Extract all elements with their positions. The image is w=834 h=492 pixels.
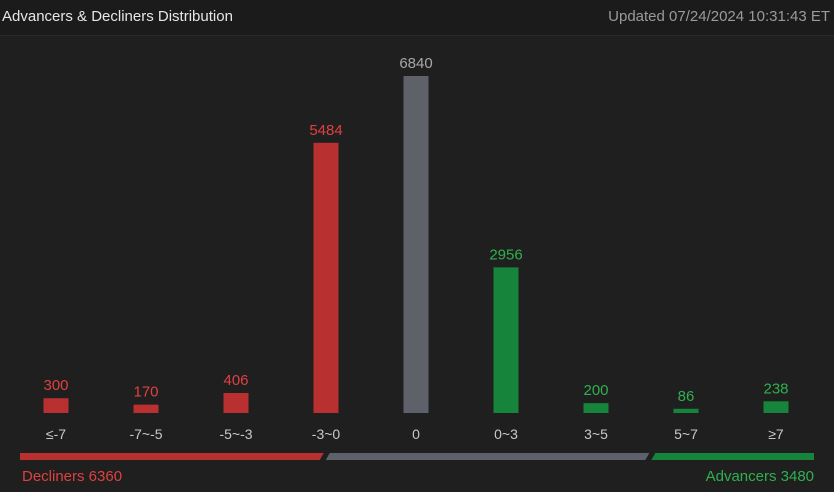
x-tick-label-2: -5~-3 (219, 426, 252, 442)
bar-8 (763, 401, 789, 413)
bar-0 (43, 398, 69, 413)
bar-value-label-2: 406 (223, 372, 248, 389)
chart-title: Advancers & Decliners Distribution (2, 8, 233, 25)
x-tick-label-0: ≤-7 (46, 426, 66, 442)
bar-1 (133, 404, 159, 413)
bar-value-label-4: 6840 (399, 55, 432, 72)
x-tick-label-4: 0 (412, 426, 420, 442)
bar-value-label-3: 5484 (309, 122, 342, 139)
bar-6 (583, 403, 609, 413)
x-tick-label-8: ≥7 (768, 426, 784, 442)
decliners-bar (20, 453, 324, 460)
bar-7 (673, 408, 699, 413)
bar-4 (403, 76, 429, 413)
x-tick-label-7: 5~7 (674, 426, 698, 442)
advancers-bar (651, 453, 814, 460)
x-tick-label-3: -3~0 (312, 426, 341, 442)
x-tick-label-5: 0~3 (494, 426, 518, 442)
bar-value-label-6: 200 (583, 382, 608, 399)
bar-value-label-5: 2956 (489, 246, 522, 263)
advancers-total: Advancers 3480 (705, 468, 814, 485)
bar-5 (493, 267, 519, 413)
bar-2 (223, 392, 249, 413)
decliners-total: Decliners 6360 (22, 468, 123, 485)
flat-bar (325, 453, 650, 460)
bar-value-label-7: 86 (678, 388, 695, 405)
bar-value-label-1: 170 (133, 384, 158, 401)
x-tick-label-6: 3~5 (584, 426, 608, 442)
bar-3 (313, 142, 339, 413)
x-tick-label-1: -7~-5 (129, 426, 162, 442)
updated-timestamp: Updated 07/24/2024 10:31:43 ET (608, 8, 830, 25)
bar-value-label-0: 300 (43, 377, 68, 394)
bar-value-label-8: 238 (763, 380, 788, 397)
chart-header: Advancers & Decliners Distribution Updat… (0, 0, 834, 36)
